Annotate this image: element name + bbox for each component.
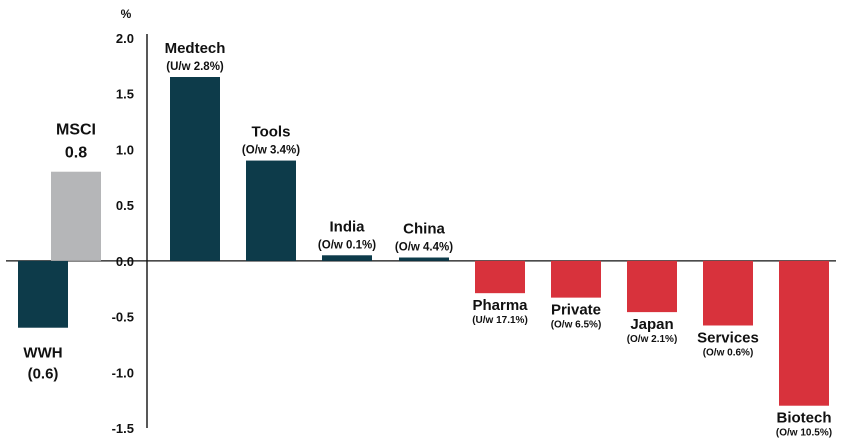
bar-biotech <box>779 260 829 406</box>
bar-private <box>551 260 601 298</box>
data-label-name: Tools <box>252 124 291 141</box>
data-label-sub: (O/w 0.6%) <box>703 347 754 358</box>
data-label-services: Services(O/w 0.6%) <box>697 329 759 358</box>
data-label-biotech: Biotech(O/w 10.5%) <box>776 410 832 439</box>
data-label-tools: Tools (O/w 3.4%) <box>242 124 300 157</box>
data-label-wwh: WWH (0.6) <box>23 345 62 383</box>
y-tick-label: 0.5 <box>116 198 134 213</box>
data-label-sub: (U/w 17.1%) <box>472 315 528 326</box>
data-label-japan: Japan(O/w 2.1%) <box>627 316 678 345</box>
data-label-sub: (U/w 2.8%) <box>166 61 224 73</box>
bar-japan <box>627 260 677 313</box>
data-label-msci: MSCI 0.8 <box>56 122 96 162</box>
data-label-sub: (O/w 0.1%) <box>318 239 376 251</box>
y-unit-label: % <box>121 7 132 21</box>
y-tick-label: 2.0 <box>116 31 134 46</box>
data-label-name: Services <box>697 329 759 346</box>
bar-layer <box>18 77 829 406</box>
data-label-medtech: Medtech (U/w 2.8%) <box>165 40 226 73</box>
data-label-name: MSCI <box>56 122 96 139</box>
bar-msci <box>51 171 101 261</box>
data-label-india: India (O/w 0.1%) <box>318 218 376 251</box>
data-label-sub: (O/w 6.5%) <box>551 320 602 331</box>
axis-layer: % 2.0 1.5 1.0 0.5 0.0 -0.5 -1.0 -1.5 <box>6 7 836 436</box>
data-label-name: WWH <box>23 345 62 362</box>
bar-medtech <box>170 77 220 261</box>
data-label-china: China (O/w 4.4%) <box>395 221 453 254</box>
data-label-sub: (O/w 10.5%) <box>776 428 832 439</box>
y-tick-label: -1.0 <box>112 365 134 380</box>
y-tick-label: 1.5 <box>116 87 134 102</box>
bar-wwh <box>18 260 68 328</box>
data-label-sub: (O/w 4.4%) <box>395 242 453 254</box>
data-label-name: Biotech <box>776 410 831 427</box>
data-label-name: China <box>403 221 445 238</box>
data-label-value: 0.8 <box>65 145 87 162</box>
data-label-name: India <box>329 218 365 235</box>
data-label-name: Pharma <box>472 297 528 314</box>
data-label-name: Medtech <box>165 40 226 57</box>
bar-services <box>703 260 753 326</box>
data-label-private: Private(O/w 6.5%) <box>551 302 602 331</box>
bar-india <box>322 255 372 261</box>
y-tick-label: -0.5 <box>112 310 134 325</box>
bar-tools <box>246 160 296 261</box>
y-tick-label: 0.0 <box>116 254 134 269</box>
data-label-name: Private <box>551 302 601 319</box>
data-label-sub: (O/w 2.1%) <box>627 334 678 345</box>
data-label-value: (0.6) <box>28 366 59 383</box>
label-layer: WWH (0.6) MSCI 0.8 Medtech (U/w 2.8%) Tools (O/… <box>23 40 832 439</box>
bar-china <box>399 257 449 261</box>
y-tick-label: 1.0 <box>116 142 134 157</box>
y-tick-label: -1.5 <box>112 421 134 436</box>
data-label-pharma: Pharma(U/w 17.1%) <box>472 297 528 326</box>
bar-pharma <box>475 260 525 294</box>
data-label-name: Japan <box>630 316 673 333</box>
data-label-sub: (O/w 3.4%) <box>242 145 300 157</box>
